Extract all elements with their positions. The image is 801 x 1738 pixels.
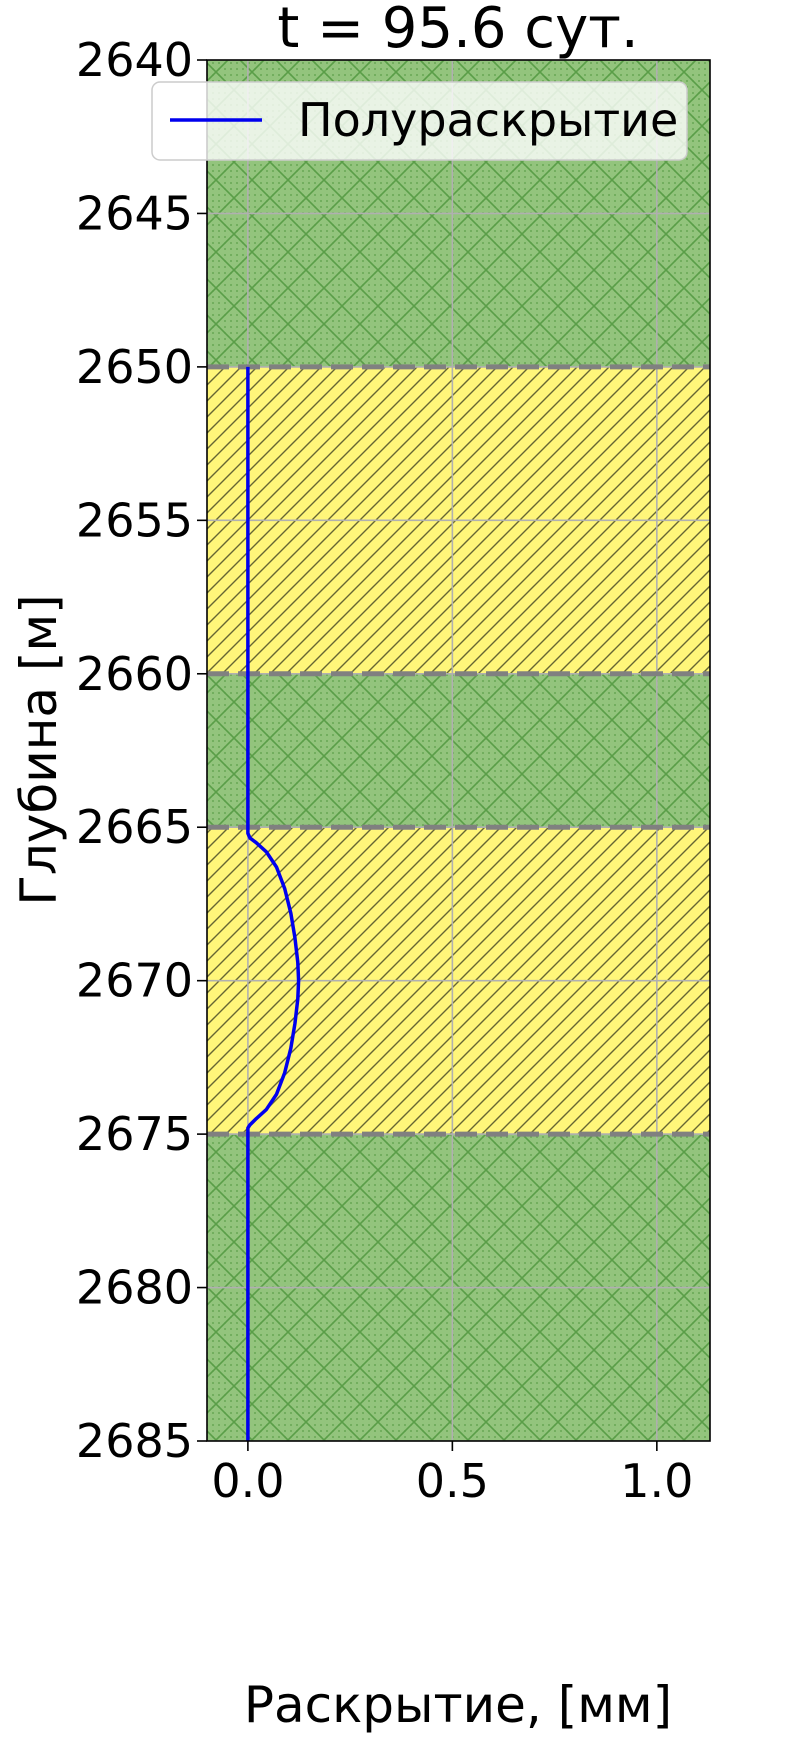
series-line-0 bbox=[246, 366, 301, 1441]
y-tick-label-1: 2645 bbox=[76, 186, 193, 240]
y-axis-label: Глубина [м] bbox=[10, 594, 68, 905]
lithology-layers bbox=[207, 60, 710, 1441]
y-tick-label-5: 2665 bbox=[76, 800, 193, 854]
x-tick-label-0: 0.0 bbox=[211, 1454, 284, 1508]
x-axis: 0.0 0.5 1.0 bbox=[211, 1441, 693, 1508]
layer-boundaries bbox=[207, 364, 710, 1137]
y-tick-label-7: 2675 bbox=[76, 1107, 193, 1161]
y-tick-label-9: 2685 bbox=[76, 1414, 193, 1468]
x-tick-label-1: 0.5 bbox=[416, 1454, 489, 1508]
legend: Полураскрытие bbox=[151, 81, 688, 161]
series-group bbox=[246, 366, 301, 1441]
y-tick-label-6: 2670 bbox=[76, 954, 193, 1008]
y-tick-label-3: 2655 bbox=[76, 493, 193, 547]
y-axis: 2640 2645 2650 2655 2660 2665 2670 2675 2680 2685 bbox=[76, 33, 207, 1468]
y-tick-label-8: 2680 bbox=[76, 1261, 193, 1315]
x-tick-label-2: 1.0 bbox=[620, 1454, 693, 1508]
y-tick-label-2: 2650 bbox=[76, 340, 193, 394]
x-axis-label: Раскрытие, [мм] bbox=[244, 1676, 672, 1734]
legend-label: Полураскрытие bbox=[298, 93, 678, 147]
legend-box bbox=[151, 81, 688, 161]
layer-3 bbox=[207, 673, 710, 828]
y-tick-label-0: 2640 bbox=[76, 33, 193, 87]
y-tick-label-4: 2660 bbox=[76, 647, 193, 701]
chart-title: t = 95.6 сут. bbox=[277, 0, 638, 61]
plot-frame bbox=[206, 59, 711, 1442]
